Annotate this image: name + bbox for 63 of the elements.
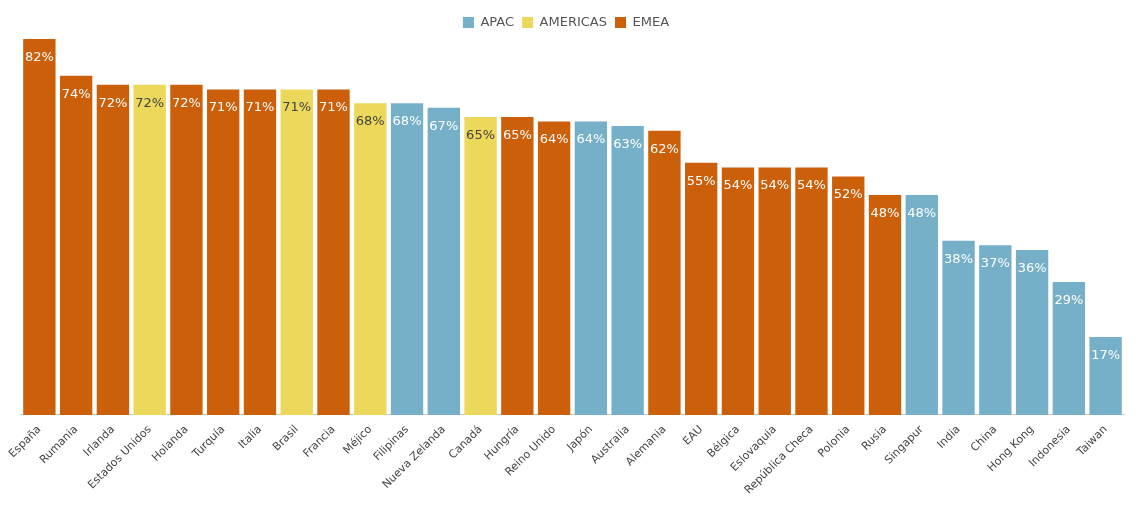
data-label: 65% [502, 126, 532, 142]
bar [1089, 337, 1122, 415]
bar [207, 89, 240, 415]
data-label: 82% [24, 48, 54, 64]
data-label: 52% [833, 186, 863, 202]
bar [721, 167, 755, 415]
data-label: 55% [686, 172, 716, 188]
data-label: 74% [61, 85, 91, 101]
data-label: 29% [1054, 291, 1084, 307]
data-label: 68% [355, 113, 385, 129]
data-label: 36% [1017, 259, 1047, 275]
data-label: 68% [392, 113, 422, 129]
bar [537, 121, 571, 415]
data-label: 62% [649, 140, 679, 156]
bar [390, 103, 424, 415]
data-label: 63% [613, 136, 643, 151]
data-label: 65% [466, 126, 496, 142]
bar [758, 167, 791, 415]
data-label: 71% [282, 99, 312, 115]
bar [795, 167, 828, 415]
data-label: 71% [208, 99, 238, 115]
data-label: 64% [539, 131, 569, 147]
bar [464, 116, 497, 415]
data-label: 72% [171, 94, 201, 110]
data-label: 37% [980, 255, 1010, 271]
bar [280, 89, 313, 415]
data-label: 38% [944, 250, 973, 266]
data-label: 64% [576, 131, 606, 147]
legend-label: APAC [480, 13, 515, 29]
bar [832, 176, 865, 415]
bar [59, 75, 93, 415]
bar [574, 121, 608, 415]
bar [979, 245, 1012, 415]
bar [648, 130, 681, 415]
legend-label: EMEA [632, 13, 670, 29]
bar [501, 116, 534, 415]
bar [1052, 282, 1086, 415]
bar [317, 89, 350, 415]
data-label: 17% [1091, 346, 1121, 362]
bar [243, 89, 277, 415]
data-label: 67% [429, 117, 459, 133]
bar [23, 39, 56, 415]
data-label: 71% [319, 99, 348, 115]
bar [868, 194, 902, 415]
legend-label: AMERICAS [539, 13, 608, 29]
bar [611, 126, 644, 415]
data-label: 48% [870, 204, 900, 220]
data-label: 48% [907, 204, 937, 220]
bar [133, 84, 166, 415]
bar [942, 240, 975, 415]
bar [685, 162, 718, 415]
data-label: 54% [760, 177, 790, 193]
bar [170, 84, 203, 415]
data-label: 72% [98, 94, 128, 110]
bar [1015, 249, 1049, 415]
data-label: 54% [723, 177, 753, 193]
bar [427, 107, 460, 415]
bar [354, 103, 387, 415]
data-label: 72% [135, 94, 165, 110]
bar [905, 194, 938, 415]
data-label: 54% [797, 177, 826, 193]
data-label: 71% [245, 99, 275, 115]
bar [96, 84, 130, 415]
